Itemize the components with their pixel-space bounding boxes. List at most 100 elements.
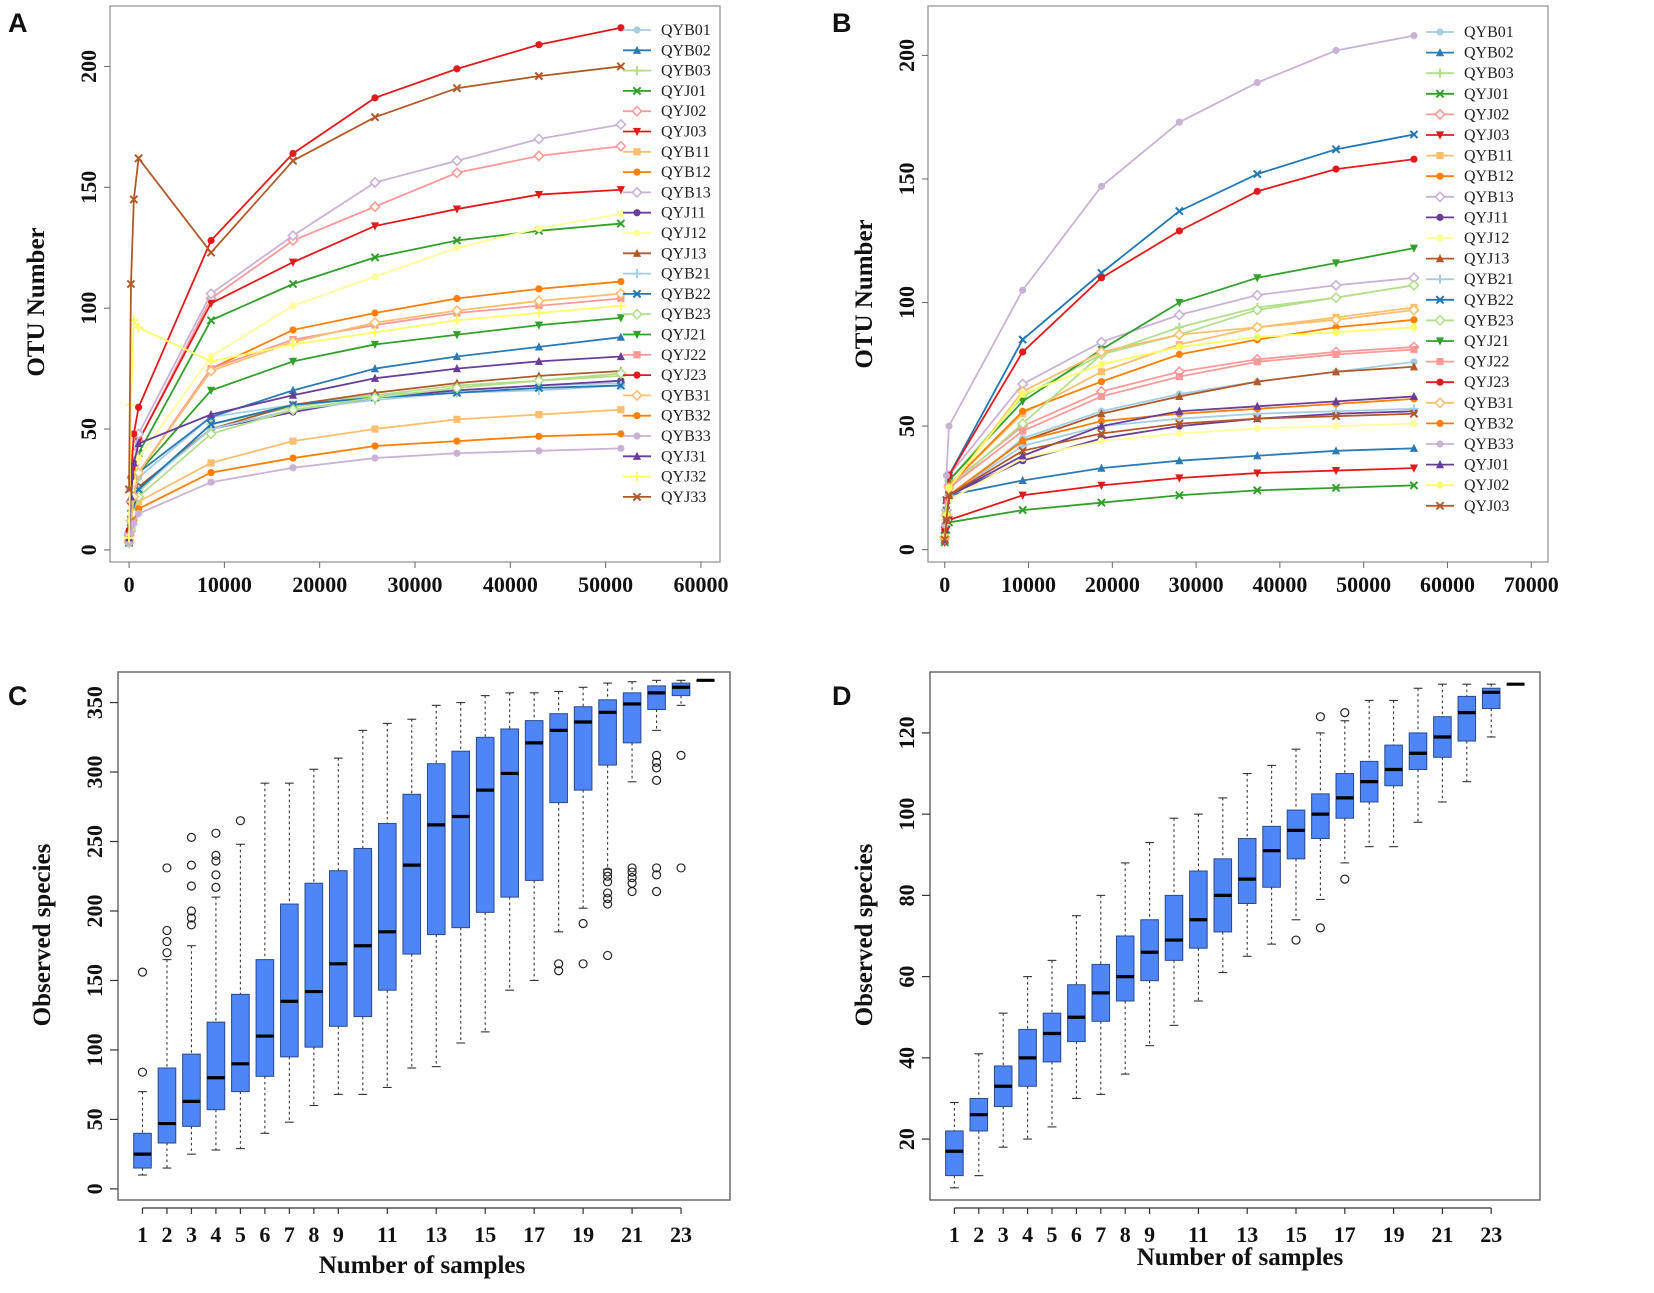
panel-d-box-body [1408,732,1428,770]
panel-c-outlier [651,750,662,760]
panel-a-series-point [533,295,545,307]
panel-b-series-point [1018,475,1027,485]
panel-a-legend-marker [632,248,642,257]
panel-a-series-point [134,454,143,462]
panel-a-legend-marker [632,330,642,340]
panel-c-box-14 [451,702,471,1044]
panel-b-legend-marker [1434,191,1446,203]
panel-b-series-point [1330,279,1342,291]
panel-d-box-body [1286,809,1306,860]
panel-b-series-point [1097,421,1106,430]
panel-c-outlier [627,863,637,873]
panel-a-series-qyj33 [124,62,626,494]
panel-b-series-point [1097,360,1106,368]
panel-b-series-point [1409,443,1419,452]
panel-a-legend-label: QYJ01 [661,83,706,100]
panel-b-series-point [1332,46,1340,55]
panel-label-b: B [832,8,852,38]
panel-a-series-point [616,314,625,323]
panel-c-box-9 [329,757,348,1095]
panel-d: D Observed species Number of samples 20 4… [832,671,1541,1271]
panel-b-legend-marker [1435,48,1445,57]
panel-d-box-body [1042,1012,1062,1063]
panel-a-series-point [134,403,143,411]
panel-b-series-point [1409,391,1419,401]
panel-a-series-point [289,454,297,462]
panel-c-outlier [651,775,662,785]
panel-b-series-point [1018,446,1027,456]
panel-b-legend-marker [1436,419,1444,427]
panel-d-box-body [1237,838,1257,905]
panel-a-legend-label: QYB31 [661,387,711,404]
panel-b-legend-label: QYB12 [1464,168,1514,185]
panel-b-series-point [1175,490,1184,500]
panel-c-outlier [186,906,197,916]
panel-a-series-point [207,459,215,467]
panel-a-legend-label: QYJ22 [661,347,706,364]
panel-c-xtick-label: 15 [474,1222,496,1247]
panel-b-series-point [1097,182,1106,190]
panel-a-legend-label: QYB02 [661,42,711,59]
panel-d-xtick-label: 2 [973,1222,984,1247]
panel-a-series-point [615,140,627,152]
panel-c-xtick-label: 23 [670,1222,692,1247]
panel-c-box-body [475,736,495,913]
panel-label-c: C [8,681,28,711]
panel-b-series-point [1019,286,1027,294]
panel-a-legend-label: QYB33 [661,428,711,445]
panel-label-a: A [8,8,28,38]
panel-d-xtick-label: 3 [998,1222,1009,1247]
panel-a-series-point [207,352,215,361]
panel-c-box-2 [157,863,177,1169]
panel-c-outlier [211,850,221,861]
panel-b-series-point [942,515,951,525]
panel-b-legend-label: QYJ12 [1464,230,1509,247]
panel-d-xtick-label: 19 [1383,1222,1405,1247]
panel-a-legend-marker [632,86,642,96]
panel-a-ylabel: OTU Number [23,227,50,376]
panel-a-legend-label: QYJ33 [661,489,706,506]
panel-a-series-point [371,309,379,317]
panel-a-legend-marker [633,351,641,359]
panel-c-box-21 [622,681,642,897]
panel-b-series-point [1253,187,1261,195]
panel-d-box-body [1115,935,1135,1002]
panel-b-series-point [1173,328,1186,341]
panel-c-xtick-label: 2 [161,1222,172,1247]
panel-b-series-point [1175,474,1184,483]
panel-d-xlabel: Number of samples [1137,1244,1344,1271]
panel-b-series-point [1018,491,1027,500]
panel-b-series-point [1253,424,1261,433]
panel-c-xlabel: Number of samples [319,1252,526,1279]
panel-c-xtick-label: 17 [523,1222,545,1247]
panel-c-outlier [651,863,662,873]
panel-c-box-6 [255,782,275,1134]
panel-c-box-10 [353,729,373,1095]
panel-d-xtick-label: 11 [1188,1222,1209,1247]
panel-a-series-point [370,364,380,373]
panel-c-outlier [602,893,613,904]
panel-b-legend-marker [1435,131,1445,140]
panel-c-outlier [235,816,245,826]
panel-a-series-point [287,229,299,242]
panel-b-legend-marker [1436,234,1444,242]
panel-a-series-point [126,400,136,410]
panel-b-xtick-label: 60000 [1420,572,1475,597]
panel-b-series-point [1331,406,1341,416]
panel-a-series-point [134,153,143,163]
panel-c-outlier [627,867,637,877]
panel-a-legend-label: QYJ02 [661,103,706,120]
panel-b-series-point [1331,466,1341,476]
panel-b-series-point [1018,397,1027,406]
panel-b-legend-marker [1435,274,1445,284]
panel-a-xtick-label: 40000 [483,572,538,597]
panel-c-box-body [377,822,397,991]
panel-a-series-point [534,321,544,330]
panel-b-series-point [1410,316,1418,324]
panel-b-series-qyj03 [940,409,1419,545]
panel-c-box-5 [231,816,250,1150]
panel-c-outlier [676,863,686,873]
panel-c-outlier [651,763,662,773]
panel-d-xtick-label: 17 [1334,1222,1356,1247]
panel-b-series-point [1097,481,1106,490]
